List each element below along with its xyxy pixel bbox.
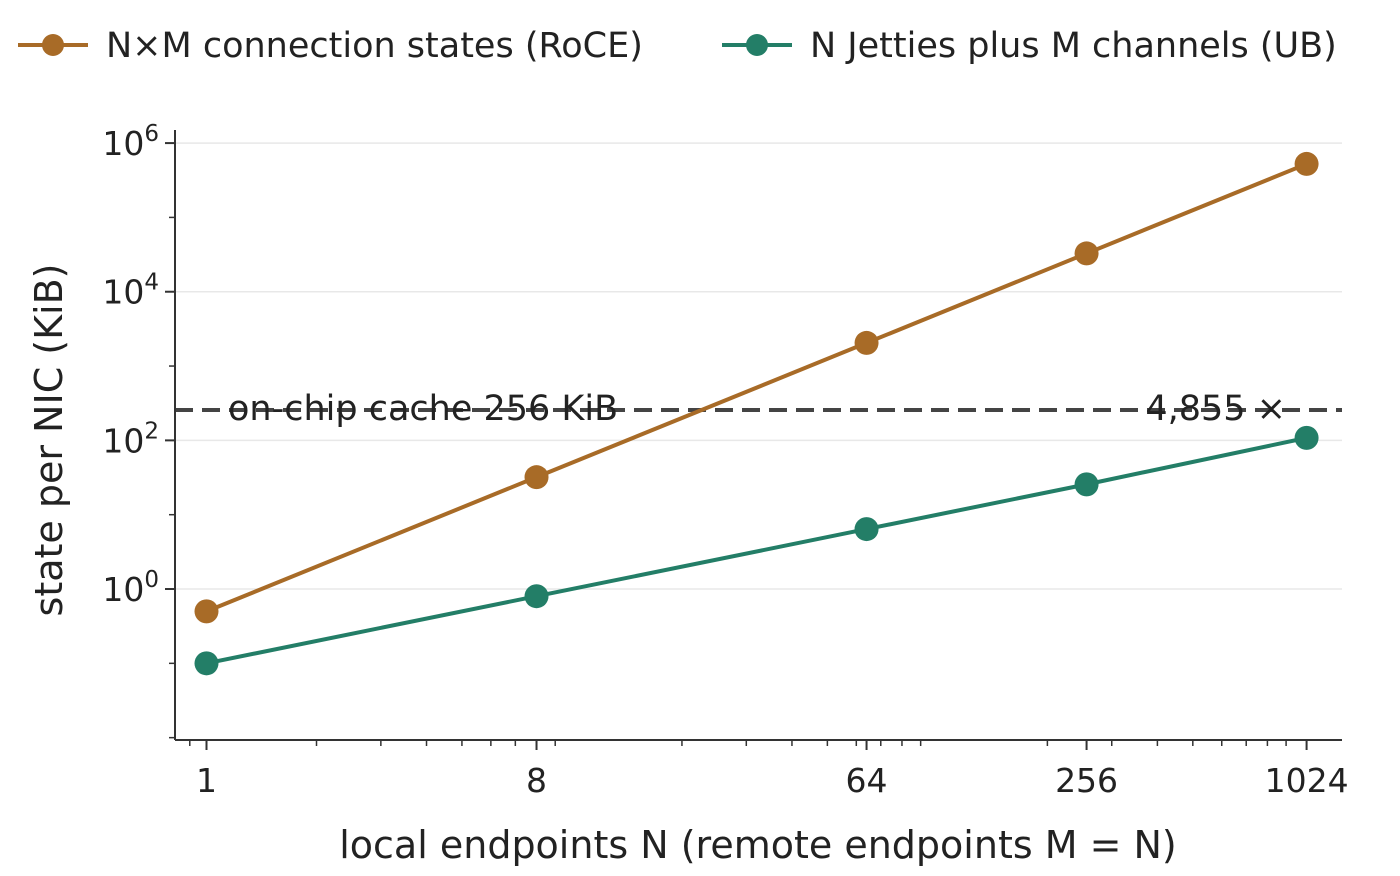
data-point-0-4 <box>1294 151 1319 176</box>
y-tick-label-2: 102 <box>102 418 159 460</box>
reference-line-label: on-chip cache 256 KiB <box>228 389 618 429</box>
legend-marker-ub <box>746 34 768 56</box>
x-tick-label-2: 64 <box>846 761 888 800</box>
series-line-0 <box>205 162 1308 614</box>
legend-label-ub: N Jetties plus M channels (UB) <box>810 26 1337 66</box>
data-point-1-2 <box>854 517 879 542</box>
legend-entry-ub: N Jetties plus M channels (UB) <box>722 26 1337 66</box>
x-tick-label-0: 1 <box>196 761 217 800</box>
axis-layer: 100 102 104 106 1 8 64 256 1024 <box>102 121 1348 800</box>
ratio-annotation: 4,855 × <box>1145 389 1286 429</box>
y-tick-label-4: 104 <box>102 270 159 312</box>
data-point-0-1 <box>524 465 549 490</box>
y-tick-label-0: 100 <box>102 567 159 609</box>
series-layer <box>194 151 1319 676</box>
legend-label-roce: N×M connection states (RoCE) <box>106 26 643 66</box>
grid-layer <box>175 142 1342 590</box>
data-point-0-3 <box>1074 241 1099 266</box>
legend: N×M connection states (RoCE) N Jetties p… <box>18 26 1337 66</box>
data-point-0-0 <box>194 599 219 624</box>
x-tick-label-4: 1024 <box>1265 761 1349 800</box>
data-point-1-4 <box>1294 425 1319 450</box>
legend-marker-roce <box>42 34 64 56</box>
x-tick-label-1: 8 <box>526 761 547 800</box>
data-point-1-3 <box>1074 472 1099 497</box>
y-tick-label-6: 106 <box>102 121 159 163</box>
series-line-1 <box>206 435 1307 666</box>
data-point-1-0 <box>194 651 219 676</box>
data-point-0-2 <box>854 330 879 355</box>
legend-entry-roce: N×M connection states (RoCE) <box>18 26 643 66</box>
x-tick-label-3: 256 <box>1055 761 1118 800</box>
y-axis-label: state per NIC (KiB) <box>27 264 71 617</box>
x-axis-label: local endpoints N (remote endpoints M = … <box>339 823 1177 867</box>
data-point-1-1 <box>524 584 549 609</box>
